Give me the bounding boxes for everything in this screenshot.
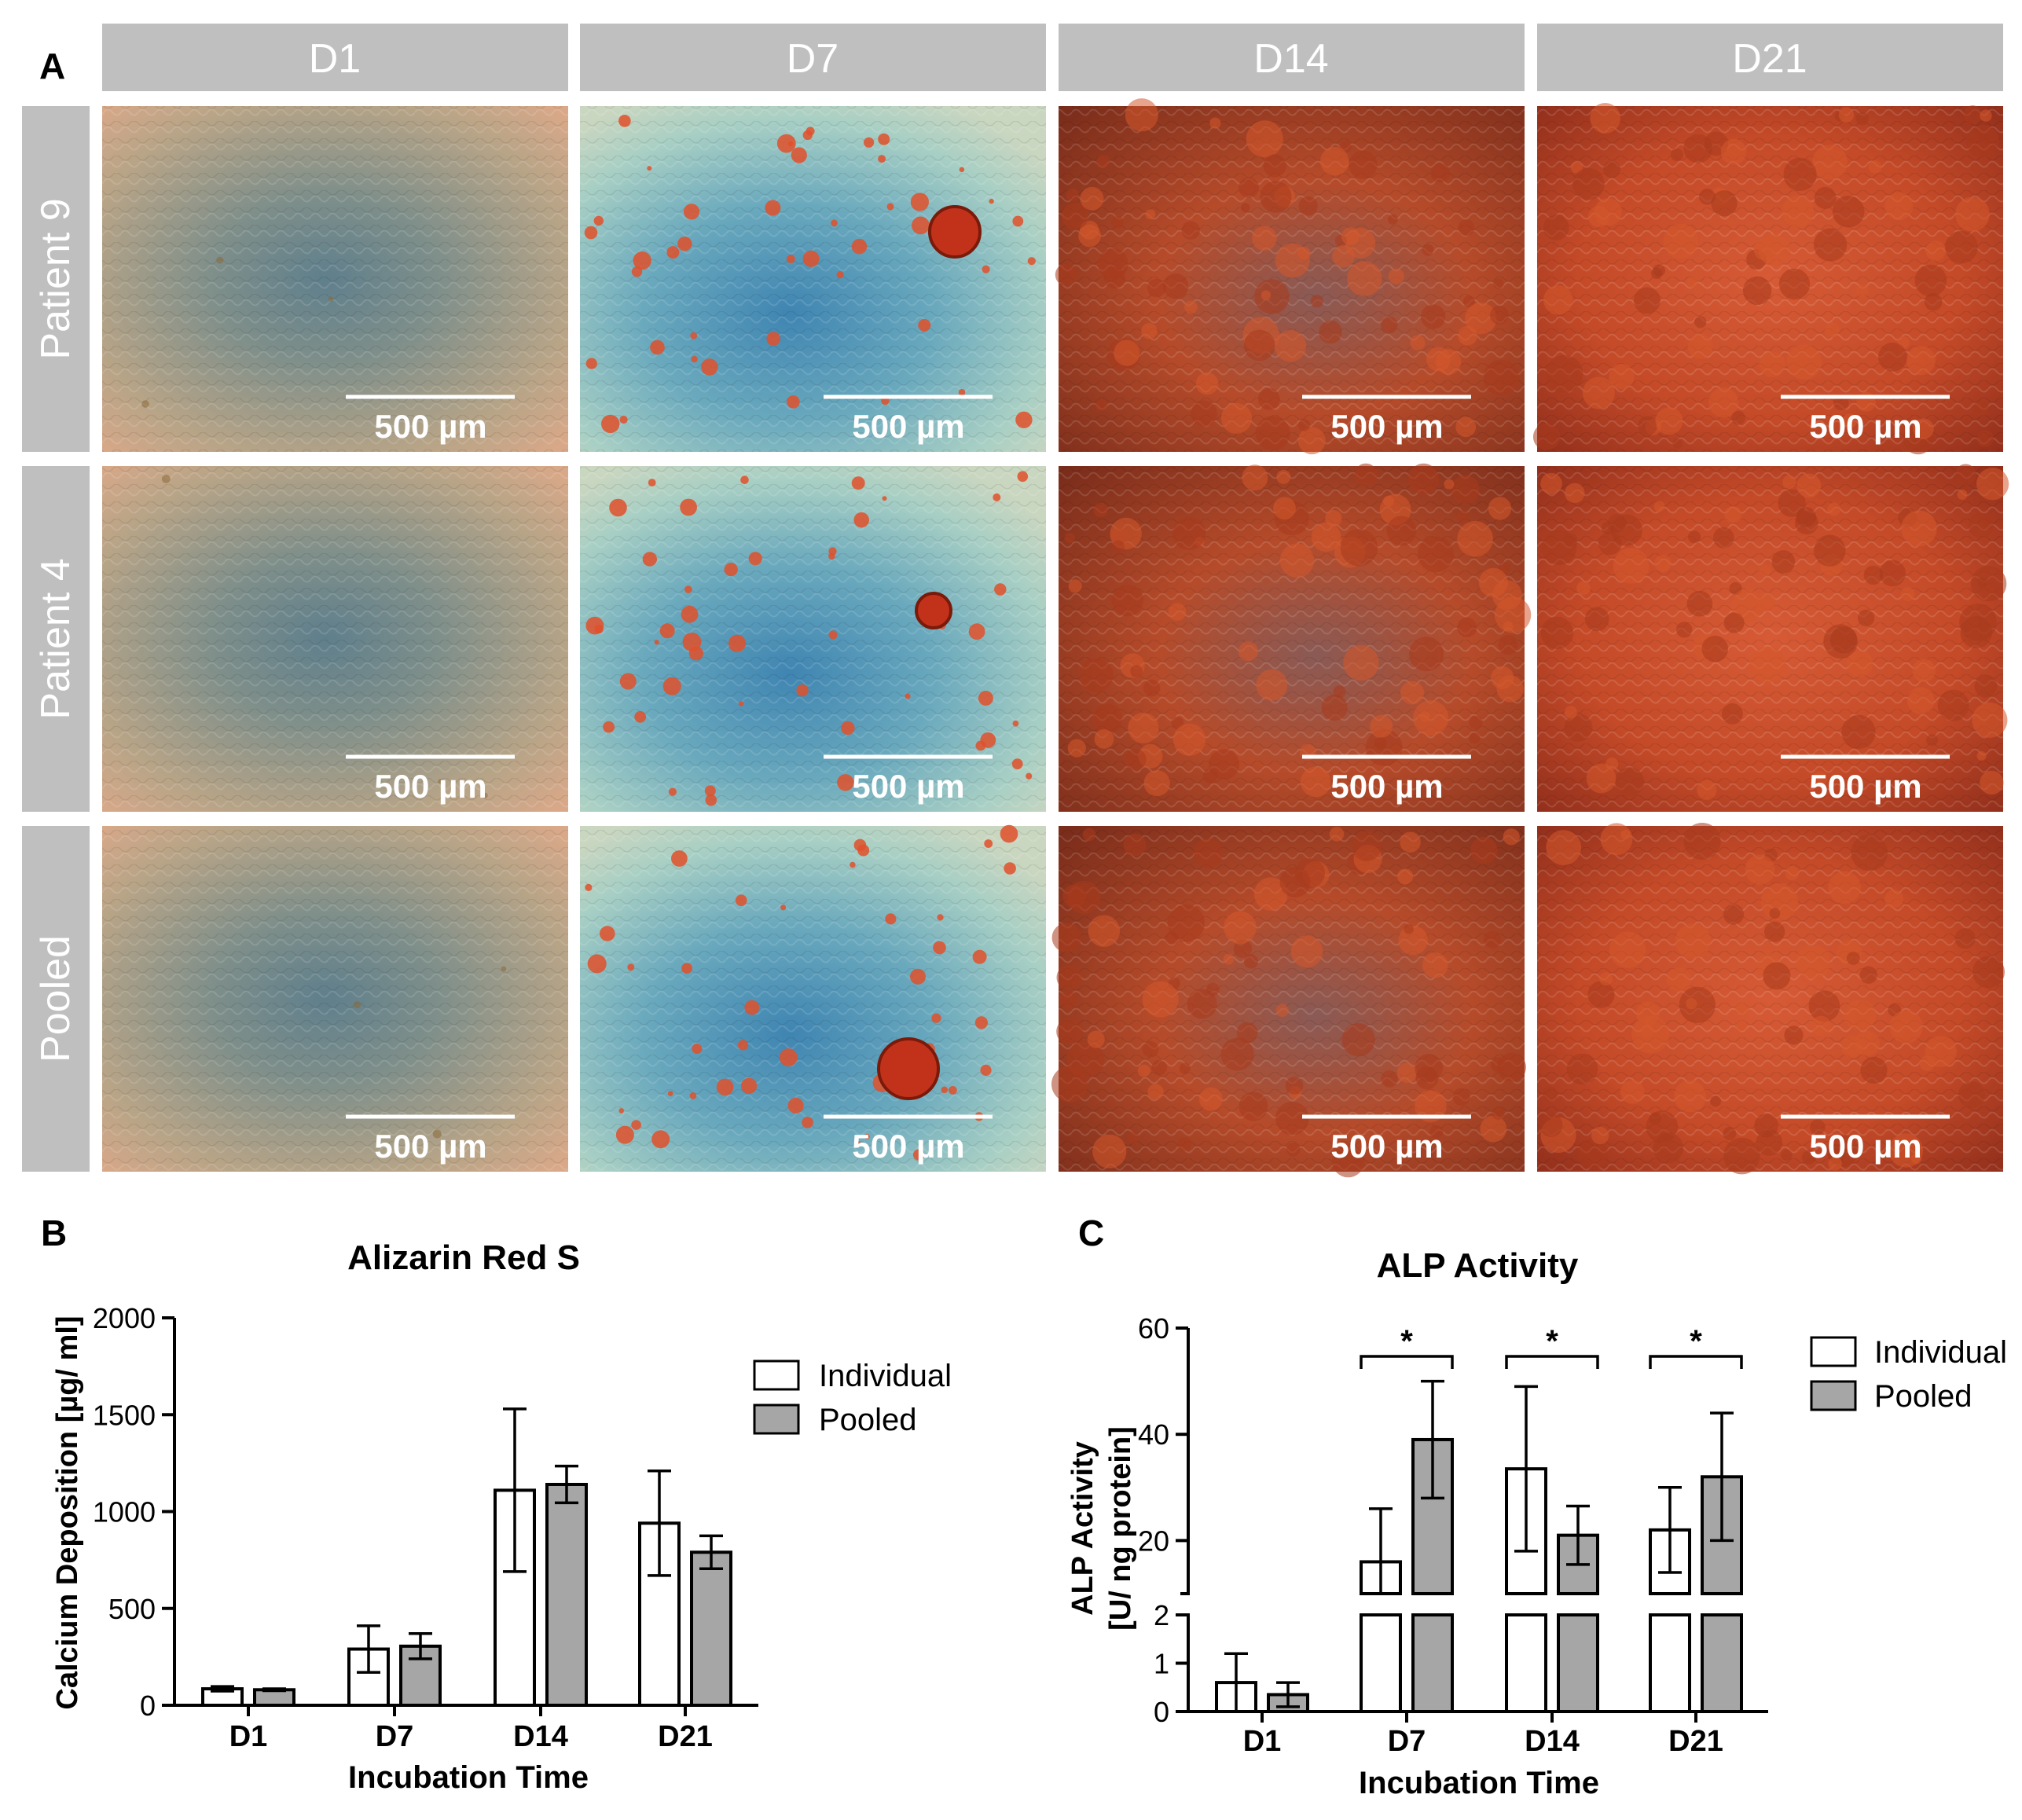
- chart-b-x-tick-label: D14: [513, 1720, 568, 1753]
- chart-c-legend: Individual Pooled: [1810, 1335, 2007, 1414]
- scale-bar-label: 500 µm: [1809, 408, 1921, 445]
- scale-bar-label: 500 µm: [1809, 1128, 1921, 1165]
- chart-b-ylabel: Calcium Deposition [µg/ ml]: [51, 1315, 84, 1709]
- row-header-pooled: Pooled: [33, 935, 79, 1062]
- chart-b-xlabel: Incubation Time: [348, 1760, 589, 1795]
- bar-individual-d14-lower: [1505, 1613, 1547, 1713]
- micrograph-pooled-d21: 500 µm: [1537, 823, 2005, 1175]
- micrograph-patient-4-d21: 500 µm: [1537, 464, 2009, 812]
- chart-c-x-tick-label: D21: [1668, 1725, 1723, 1758]
- significance-star: *: [1546, 1324, 1558, 1359]
- scale-bar-label: 500 µm: [1330, 768, 1443, 805]
- significance-star: *: [1690, 1324, 1702, 1359]
- micrograph-pooled-d7: 500 µm: [580, 824, 1046, 1172]
- scale-bar-label: 500 µm: [852, 408, 964, 445]
- chart-c-x-tick-label: D1: [1243, 1725, 1282, 1758]
- micrograph-patient-9-d14: 500 µm: [1055, 98, 1525, 455]
- scale-bar-label: 500 µm: [852, 1128, 964, 1165]
- column-header-d1: D1: [309, 36, 361, 82]
- chart-alizarin-red-s: B Alizarin Red S Calcium Deposition [µg/…: [41, 1213, 952, 1795]
- legend-swatch-individual: [753, 1359, 800, 1391]
- chart-c-title: ALP Activity: [1377, 1246, 1579, 1285]
- chart-c-xlabel: Incubation Time: [1359, 1766, 1599, 1800]
- chart-c-y-tick-label: 0: [1154, 1696, 1169, 1728]
- scale-bar-label: 500 µm: [852, 768, 964, 805]
- scale-bar-label: 500 µm: [374, 1128, 486, 1165]
- legend-swatch-pooled: [1810, 1380, 1857, 1411]
- significance-star: *: [1400, 1324, 1413, 1359]
- panel-label-b: B: [41, 1213, 67, 1253]
- chart-alp-activity: C ALP Activity ALP Activity [U/ ng prote…: [1066, 1213, 2007, 1800]
- row-headers: Patient 9 Patient 4 Pooled: [22, 106, 90, 1172]
- scale-bar-label: 500 µm: [1330, 408, 1443, 445]
- chart-b-x-tick-label: D21: [658, 1720, 713, 1753]
- microscopy-grid: 500 µm 500 µm 500 µm 500 µm 500 µm 500 µm 500 …: [102, 98, 2009, 1178]
- legend-label-individual: Individual: [819, 1359, 952, 1393]
- column-header-d14: D14: [1253, 36, 1328, 82]
- micrograph-patient-9-d7: 500 µm: [580, 106, 1046, 452]
- legend-swatch-pooled: [753, 1404, 800, 1435]
- micrograph-patient-4-d14: 500 µm: [1059, 463, 1532, 812]
- chart-b-y-tick-label: 1500: [93, 1399, 156, 1431]
- scale-bar-label: 500 µm: [374, 408, 486, 445]
- chart-b-title: Alizarin Red S: [347, 1238, 580, 1277]
- column-headers: D1 D7 D14 D21: [102, 24, 2003, 91]
- micrograph-patient-9-d1: 500 µm: [102, 106, 568, 452]
- micrograph-pooled-d14: 500 µm: [1051, 826, 1526, 1178]
- legend-label-pooled: Pooled: [1874, 1379, 1972, 1414]
- micrograph-patient-4-d1: 500 µm: [102, 466, 568, 812]
- legend-label-individual: Individual: [1874, 1335, 2007, 1370]
- row-header-patient-4: Patient 4: [33, 558, 79, 719]
- legend-label-pooled: Pooled: [819, 1403, 917, 1437]
- chart-c-y-tick-label: 40: [1138, 1418, 1169, 1451]
- bar-pooled-d21: [690, 1550, 732, 1708]
- legend-swatch-individual: [1810, 1336, 1857, 1367]
- chart-c-ylabel-line-2: [U/ ng protein]: [1104, 1426, 1137, 1631]
- chart-b-y-tick-label: 500: [108, 1593, 156, 1625]
- chart-b-y-tick-label: 1000: [93, 1496, 156, 1528]
- chart-b-x-tick-label: D1: [229, 1720, 268, 1753]
- scale-bar-label: 500 µm: [374, 768, 486, 805]
- column-header-d7: D7: [787, 36, 839, 82]
- column-header-d21: D21: [1732, 36, 1807, 82]
- chart-b-y-tick-label: 2000: [93, 1302, 156, 1334]
- bar-pooled-d21-lower: [1701, 1613, 1743, 1713]
- chart-c-x-tick-label: D14: [1525, 1725, 1580, 1758]
- significance-bracket: [1649, 1355, 1743, 1369]
- scale-bar-label: 500 µm: [1809, 768, 1921, 805]
- significance-bracket: [1360, 1355, 1454, 1369]
- chart-c-y-tick-label: 60: [1138, 1312, 1169, 1345]
- bar-individual-d21-lower: [1649, 1613, 1691, 1713]
- chart-c-y-tick-label: 2: [1154, 1599, 1169, 1631]
- chart-c-ylabel-line-1: ALP Activity: [1066, 1441, 1099, 1616]
- micrograph-pooled-d1: 500 µm: [102, 826, 568, 1172]
- row-header-patient-9: Patient 9: [33, 198, 79, 359]
- bar-pooled-d7-lower: [1411, 1613, 1454, 1713]
- panel-label-c: C: [1078, 1213, 1104, 1253]
- significance-bracket: [1505, 1355, 1599, 1369]
- bar-pooled-d14-lower: [1557, 1613, 1599, 1713]
- micrograph-patient-9-d21: 500 µm: [1532, 103, 2003, 455]
- micrograph-patient-4-d7: 500 µm: [580, 466, 1046, 812]
- chart-c-y-tick-label: 1: [1154, 1648, 1169, 1680]
- chart-b-x-tick-label: D7: [376, 1720, 414, 1753]
- scale-bar-label: 500 µm: [1330, 1128, 1443, 1165]
- chart-b-y-tick-label: 0: [140, 1690, 156, 1722]
- chart-b-legend: Individual Pooled: [753, 1359, 952, 1437]
- panel-label-a: A: [39, 46, 65, 86]
- chart-c-x-tick-label: D7: [1388, 1725, 1426, 1758]
- bar-pooled-d14: [545, 1482, 588, 1707]
- bar-individual-d7-lower: [1360, 1613, 1402, 1713]
- chart-c-y-tick-label: 20: [1138, 1525, 1169, 1557]
